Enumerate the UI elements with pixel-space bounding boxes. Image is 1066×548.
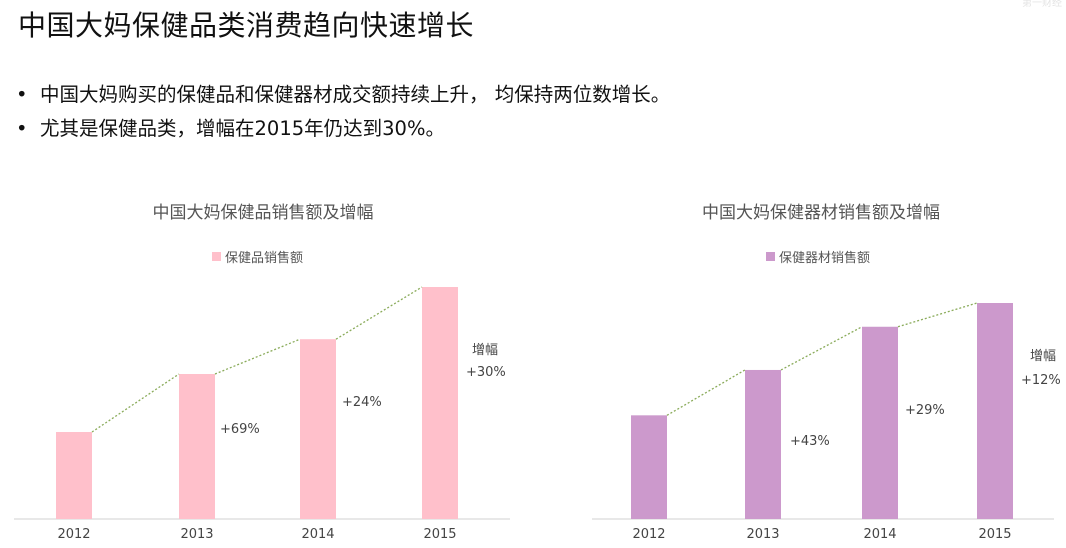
bullet-dot-icon: • bbox=[16, 117, 28, 140]
trend-line bbox=[780, 326, 863, 371]
legend-label: 保健器材销售额 bbox=[779, 250, 870, 266]
growth-heading: 增幅 bbox=[1030, 349, 1056, 364]
watermark: 第一财经 bbox=[1022, 0, 1062, 9]
bullet-text: 尤其是保健品类，增幅在2015年仍达到30%。 bbox=[40, 117, 445, 140]
chart-title: 中国大妈保健品销售额及增幅 bbox=[153, 203, 374, 223]
legend-swatch bbox=[766, 252, 775, 261]
page-title: 中国大妈保健品类消费趋向快速增长 bbox=[18, 9, 475, 42]
bar bbox=[56, 432, 92, 519]
growth-label: +29% bbox=[905, 403, 945, 418]
growth-label: +12% bbox=[1021, 373, 1061, 388]
bar bbox=[300, 339, 336, 519]
x-tick-label: 2012 bbox=[632, 527, 665, 542]
chart-title: 中国大妈保健器材销售额及增幅 bbox=[702, 203, 940, 223]
x-tick-label: 2015 bbox=[978, 527, 1011, 542]
legend-label: 保健品销售额 bbox=[225, 250, 303, 266]
bar bbox=[862, 326, 898, 519]
growth-heading: 增幅 bbox=[472, 343, 498, 358]
growth-label: +69% bbox=[220, 422, 260, 437]
bar bbox=[977, 303, 1013, 519]
growth-label: +43% bbox=[790, 434, 830, 449]
bar bbox=[422, 287, 458, 519]
trend-line bbox=[91, 373, 180, 433]
x-tick-label: 2014 bbox=[301, 527, 334, 542]
bar bbox=[631, 415, 667, 519]
bullet-list: • 中国大妈购买的保健品和保健器材成交额持续上升， 均保持两位数增长。 • 尤其是保… bbox=[16, 80, 670, 148]
x-tick-label: 2014 bbox=[863, 527, 896, 542]
bullet-text: 中国大妈购买的保健品和保健器材成交额持续上升， 均保持两位数增长。 bbox=[40, 83, 671, 106]
trend-line bbox=[897, 302, 978, 328]
x-tick-label: 2013 bbox=[180, 527, 213, 542]
bar bbox=[745, 369, 781, 519]
trend-line bbox=[666, 369, 746, 416]
trend-line bbox=[214, 338, 301, 375]
x-tick-label: 2012 bbox=[57, 527, 90, 542]
bullet-item: • 尤其是保健品类，增幅在2015年仍达到30%。 bbox=[16, 114, 670, 148]
x-tick-label: 2015 bbox=[423, 527, 456, 542]
trend-line bbox=[335, 286, 423, 340]
growth-label: +24% bbox=[342, 395, 382, 410]
x-tick-label: 2013 bbox=[746, 527, 779, 542]
bar bbox=[179, 374, 215, 519]
legend-swatch bbox=[212, 252, 221, 261]
growth-label: +30% bbox=[466, 365, 506, 380]
bullet-item: • 中国大妈购买的保健品和保健器材成交额持续上升， 均保持两位数增长。 bbox=[16, 80, 670, 114]
bullet-dot-icon: • bbox=[16, 83, 28, 106]
